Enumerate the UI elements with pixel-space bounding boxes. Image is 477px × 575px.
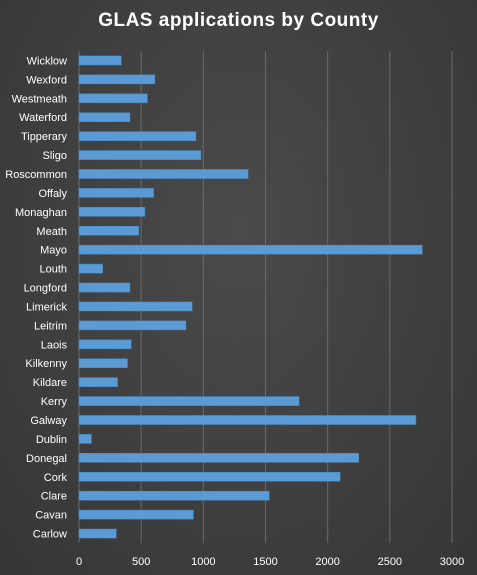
category-label: Dublin xyxy=(36,434,67,446)
category-label: Wicklow xyxy=(27,55,67,67)
category-label: Longford xyxy=(24,283,67,295)
category-label: Carlow xyxy=(33,529,67,541)
category-label: Kerry xyxy=(41,396,68,408)
bar-wexford xyxy=(78,74,156,85)
category-label: Cork xyxy=(44,472,68,484)
bar-leitrim xyxy=(78,320,187,331)
bar-westmeath xyxy=(78,93,148,104)
x-tick-label: 1500 xyxy=(253,556,277,568)
bar-limerick xyxy=(78,301,193,312)
bar-monaghan xyxy=(78,207,146,217)
category-label: Meath xyxy=(36,226,67,238)
bar-roscommon xyxy=(78,169,249,179)
bar-mayo xyxy=(78,244,423,255)
bar-louth xyxy=(78,263,103,274)
x-tick-label: 0 xyxy=(76,556,82,568)
category-label: Wexford xyxy=(26,74,67,86)
category-label: Waterford xyxy=(19,112,67,124)
chart-title: GLAS applications by County xyxy=(98,10,379,31)
bar-kilkenny xyxy=(78,358,128,369)
category-label: Kildare xyxy=(33,377,67,389)
x-tick-label: 2500 xyxy=(378,556,402,568)
category-label: Tipperary xyxy=(21,131,68,143)
category-label: Mayo xyxy=(40,245,67,257)
category-label: Donegal xyxy=(26,453,67,465)
category-label: Laois xyxy=(41,339,68,351)
bar-wicklow xyxy=(78,55,122,66)
x-tick-label: 2000 xyxy=(315,556,339,568)
bar-donegal xyxy=(78,453,359,463)
bar-cavan xyxy=(78,509,194,520)
bar-carlow xyxy=(78,528,117,539)
bar-cork xyxy=(78,471,341,482)
bar-kildare xyxy=(78,377,118,387)
bar-laois xyxy=(78,339,132,350)
bar-dublin xyxy=(78,434,92,444)
category-label: Sligo xyxy=(43,150,67,162)
category-label: Clare xyxy=(41,491,67,503)
bar-clare xyxy=(78,490,270,501)
category-label: Galway xyxy=(30,415,67,427)
x-tick-label: 3000 xyxy=(440,556,464,568)
bar-tipperary xyxy=(78,131,197,141)
category-label: Limerick xyxy=(26,301,67,313)
category-label: Roscommon xyxy=(5,169,67,181)
category-label: Monaghan xyxy=(15,207,67,219)
bar-galway xyxy=(78,415,417,425)
bar-sligo xyxy=(78,150,202,160)
x-tick-label: 1000 xyxy=(191,556,215,568)
bar-waterford xyxy=(78,112,131,123)
category-label: Offaly xyxy=(38,188,67,200)
category-label: Kilkenny xyxy=(25,358,67,370)
bar-offaly xyxy=(78,188,154,198)
bar-kerry xyxy=(78,396,300,406)
bar-meath xyxy=(78,225,139,236)
bar-longford xyxy=(78,282,131,293)
category-label: Louth xyxy=(39,264,67,276)
x-tick-label: 500 xyxy=(132,556,150,568)
category-label: Westmeath xyxy=(12,93,67,105)
category-label: Leitrim xyxy=(34,320,67,332)
category-label: Cavan xyxy=(35,510,67,522)
